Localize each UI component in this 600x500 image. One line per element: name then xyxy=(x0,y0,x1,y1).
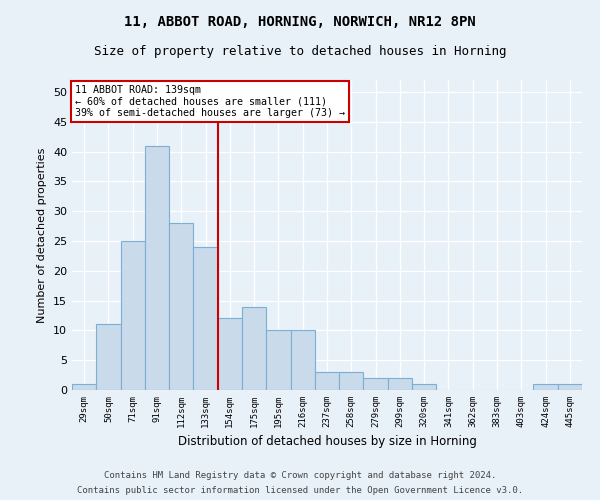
X-axis label: Distribution of detached houses by size in Horning: Distribution of detached houses by size … xyxy=(178,436,476,448)
Bar xyxy=(242,306,266,390)
Text: Size of property relative to detached houses in Horning: Size of property relative to detached ho… xyxy=(94,45,506,58)
Text: Contains public sector information licensed under the Open Government Licence v3: Contains public sector information licen… xyxy=(77,486,523,495)
Text: 11 ABBOT ROAD: 139sqm
← 60% of detached houses are smaller (111)
39% of semi-det: 11 ABBOT ROAD: 139sqm ← 60% of detached … xyxy=(74,84,344,118)
Bar xyxy=(315,372,339,390)
Bar xyxy=(218,318,242,390)
Bar xyxy=(290,330,315,390)
Bar xyxy=(145,146,169,390)
Text: 11, ABBOT ROAD, HORNING, NORWICH, NR12 8PN: 11, ABBOT ROAD, HORNING, NORWICH, NR12 8… xyxy=(124,15,476,29)
Bar xyxy=(121,241,145,390)
Bar xyxy=(266,330,290,390)
Bar xyxy=(533,384,558,390)
Bar xyxy=(193,247,218,390)
Bar xyxy=(364,378,388,390)
Bar xyxy=(339,372,364,390)
Bar xyxy=(72,384,96,390)
Bar xyxy=(388,378,412,390)
Text: Contains HM Land Registry data © Crown copyright and database right 2024.: Contains HM Land Registry data © Crown c… xyxy=(104,471,496,480)
Bar xyxy=(169,223,193,390)
Bar xyxy=(96,324,121,390)
Bar xyxy=(412,384,436,390)
Y-axis label: Number of detached properties: Number of detached properties xyxy=(37,148,47,322)
Bar xyxy=(558,384,582,390)
